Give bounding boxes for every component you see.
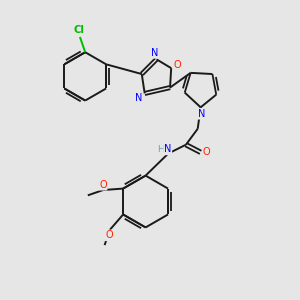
Text: O: O bbox=[99, 180, 106, 190]
Text: Cl: Cl bbox=[73, 26, 84, 35]
Text: O: O bbox=[106, 230, 113, 240]
Text: N: N bbox=[164, 144, 171, 154]
Text: O: O bbox=[203, 147, 210, 157]
Text: N: N bbox=[197, 109, 205, 119]
Text: O: O bbox=[174, 60, 182, 70]
Text: N: N bbox=[134, 93, 142, 103]
Text: H: H bbox=[158, 145, 164, 154]
Text: N: N bbox=[151, 48, 158, 58]
